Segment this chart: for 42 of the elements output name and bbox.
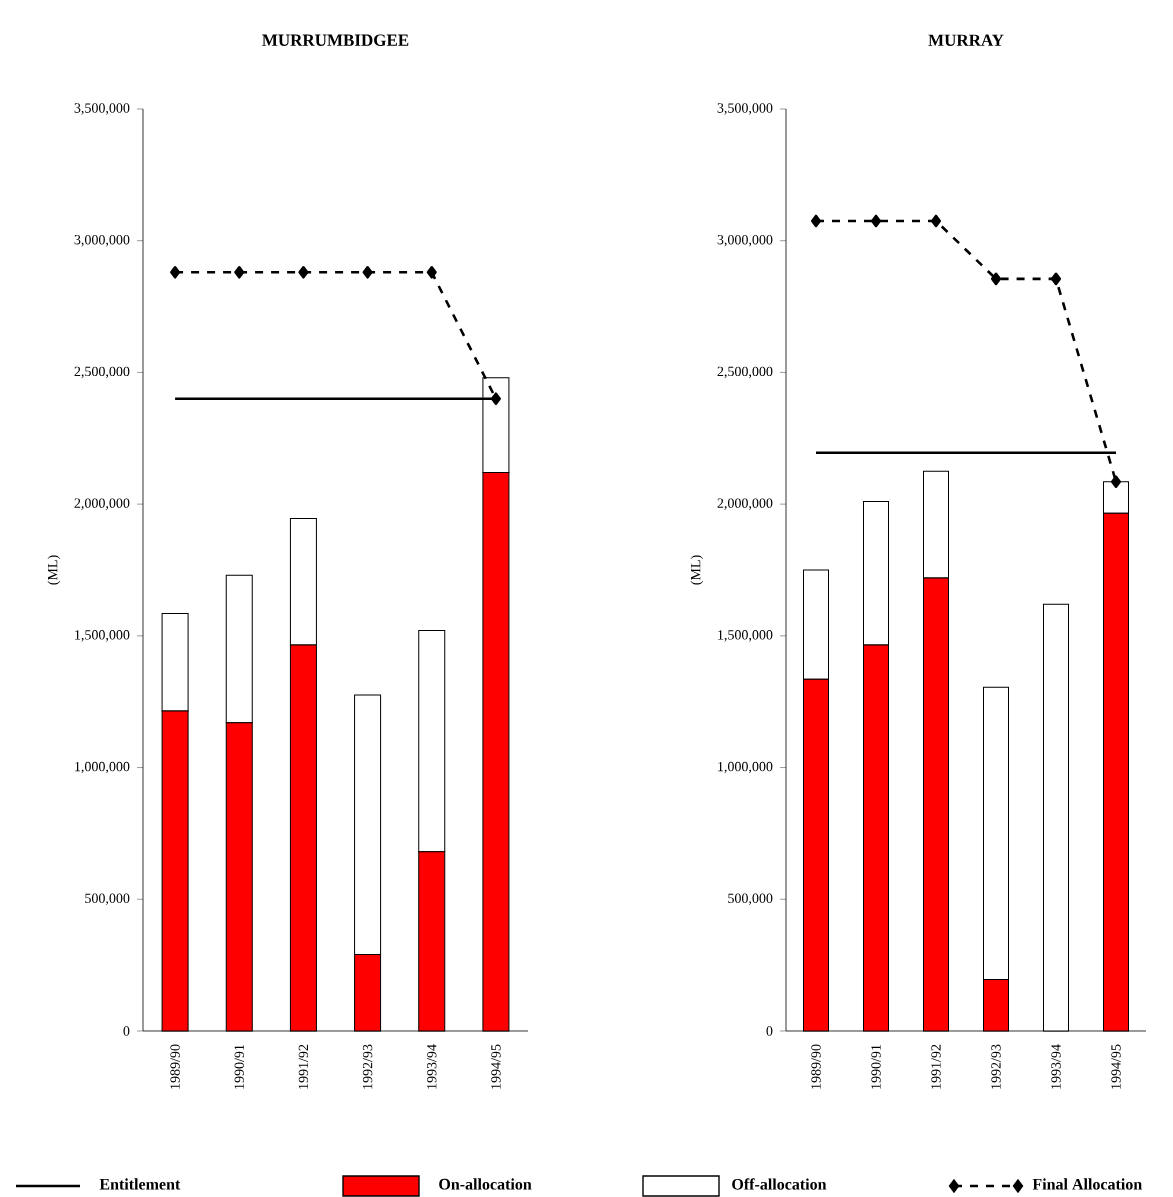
y-tick-label: 1,000,000 (718, 761, 773, 774)
x-tick-label: 1993/94 (427, 1044, 437, 1089)
x-tick-label: 1990/91 (234, 1044, 244, 1089)
point (1110, 475, 1122, 489)
legend-label: Off-allocation (732, 1178, 827, 1190)
y-tick-label: 3,000,000 (74, 234, 130, 247)
x-tick-label: 1991/92 (298, 1044, 309, 1089)
x-tick-label: 1991/92 (931, 1044, 941, 1089)
y-tick-label: 3,500,000 (717, 103, 773, 115)
legend-label: Final Allocation (1032, 1178, 1142, 1190)
point (990, 272, 1002, 286)
y-tick-label: 2,500,000 (74, 366, 130, 379)
y-tick-label: 2,000,000 (717, 498, 773, 510)
x-tick-label: 1993/94 (1051, 1044, 1061, 1089)
legend-label: Entitlement (99, 1178, 181, 1190)
chart-title: MURRAY (928, 34, 1004, 46)
y-tick-label: 1,000,000 (75, 761, 130, 774)
y-axis-title: (ML) (690, 555, 704, 585)
x-tick-label: 1994/95 (1111, 1044, 1121, 1089)
x-tick-label: 1992/93 (991, 1044, 1001, 1089)
y-tick-label: 1,500,000 (718, 630, 773, 642)
x-tick-label: 1992/93 (362, 1044, 373, 1089)
y-tick-label: 0 (766, 1026, 773, 1036)
chart-title: MURRUMBIDGEE (262, 34, 409, 46)
y-tick-label: 3,500,000 (74, 103, 130, 115)
point (810, 214, 822, 228)
y-tick-label: 500,000 (85, 893, 130, 906)
point (930, 214, 942, 228)
y-axis-title: (ML) (47, 555, 61, 585)
x-tick-label: 1989/90 (170, 1044, 180, 1089)
y-tick-label: 2,000,000 (74, 498, 130, 510)
y-tick-label: 2,500,000 (717, 366, 773, 379)
y-tick-label: 1,500,000 (75, 630, 130, 642)
legend-label: On-allocation (439, 1178, 532, 1190)
x-tick-label: 1994/95 (491, 1044, 501, 1089)
x-tick-label: 1989/90 (811, 1044, 821, 1089)
y-tick-label: 3,000,000 (717, 234, 773, 247)
point (870, 214, 882, 228)
y-tick-label: 500,000 (728, 893, 773, 906)
y-tick-label: 0 (123, 1026, 130, 1036)
x-tick-label: 1990/91 (871, 1044, 881, 1089)
point (1050, 272, 1062, 286)
